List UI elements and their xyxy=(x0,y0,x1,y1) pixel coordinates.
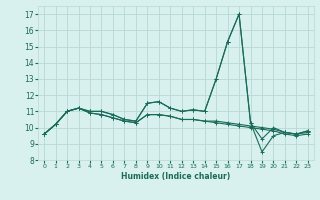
X-axis label: Humidex (Indice chaleur): Humidex (Indice chaleur) xyxy=(121,172,231,181)
